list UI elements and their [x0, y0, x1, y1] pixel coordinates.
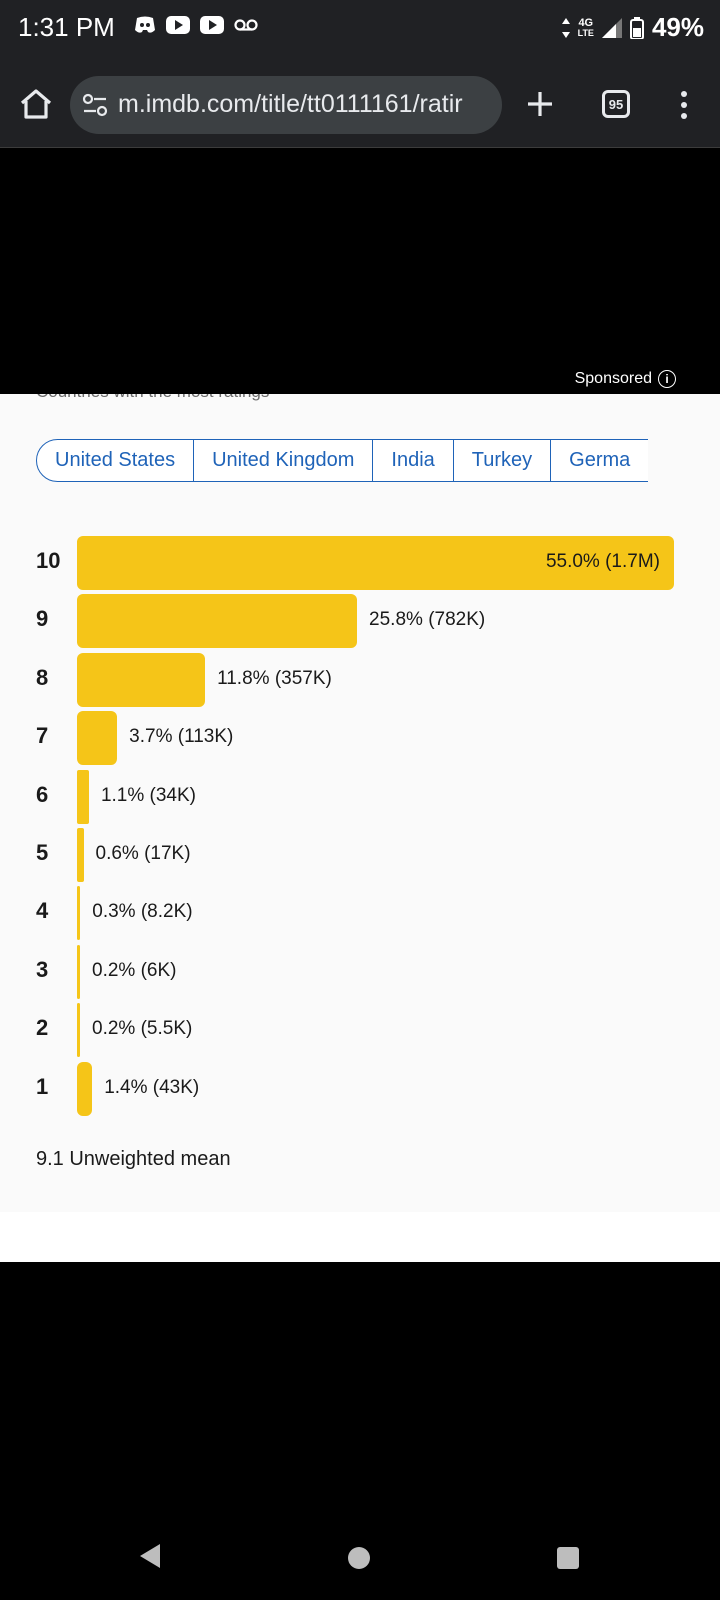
rating-score-label: 2 — [36, 1015, 49, 1041]
rating-bar — [77, 1003, 80, 1058]
url-bar[interactable]: m.imdb.com/title/tt0111161/ratir — [70, 76, 502, 134]
data-arrows-icon — [561, 17, 570, 38]
rating-score-label: 1 — [36, 1073, 49, 1099]
rating-row: 9 25.8% (782K) — [0, 594, 720, 649]
countries-heading: Countries with the most ratings — [36, 394, 269, 402]
rating-bar — [77, 944, 80, 999]
rating-bar — [77, 1061, 93, 1116]
rating-bar — [77, 594, 358, 649]
network-type: 4G LTE — [577, 16, 594, 38]
rating-score-label: 7 — [36, 723, 49, 749]
status-right: 4G LTE 49% — [561, 12, 704, 43]
home-nav-icon[interactable] — [348, 1547, 370, 1569]
status-time: 1:31 PM — [18, 12, 115, 42]
rating-score-label: 8 — [36, 664, 49, 690]
page-footer-strip — [0, 1212, 720, 1262]
rating-bar — [77, 711, 118, 766]
discord-icon — [135, 16, 155, 33]
rating-row: 7 3.7% (113K) — [0, 711, 720, 766]
battery-icon — [629, 16, 644, 39]
rating-bar-label: 0.6% (17K) — [95, 843, 191, 864]
site-settings-icon[interactable] — [82, 93, 108, 117]
youtube-icon — [200, 16, 224, 34]
rating-score-label: 10 — [36, 548, 61, 573]
url-text[interactable]: m.imdb.com/title/tt0111161/ratir — [118, 90, 463, 118]
country-chip[interactable]: United States — [36, 439, 195, 482]
rating-bar-label: 1.4% (43K) — [104, 1076, 200, 1098]
rating-row: 3 0.2% (6K) — [0, 944, 720, 999]
country-chip[interactable]: Germa — [551, 439, 648, 482]
sponsored-label[interactable]: Sponsored i — [564, 364, 682, 394]
system-nav-bar — [0, 1520, 720, 1600]
rating-row: 8 11.8% (357K) — [0, 652, 720, 707]
rating-bar — [77, 886, 81, 941]
rating-bar-label: 0.2% (6K) — [92, 959, 177, 981]
rating-bar-label: 55.0% (1.7M) — [545, 551, 660, 572]
country-chip[interactable]: Turkey — [453, 439, 552, 482]
rating-bar — [77, 536, 674, 590]
rating-score-label: 4 — [36, 898, 49, 924]
country-chip[interactable]: United Kingdom — [194, 439, 374, 482]
signal-icon — [601, 17, 622, 38]
ad-banner[interactable]: Sponsored i — [0, 149, 720, 394]
battery-percent: 49% — [651, 12, 704, 42]
back-icon[interactable] — [138, 1542, 162, 1570]
rating-row: 4 0.3% (8.2K) — [0, 886, 720, 941]
rating-row: 6 1.1% (34K) — [0, 769, 720, 824]
more-menu-icon[interactable] — [676, 90, 692, 120]
rating-score-label: 5 — [36, 840, 49, 865]
rating-bar — [77, 828, 84, 882]
country-chips: United States United Kingdom India Turkey Ge… — [36, 439, 648, 482]
unweighted-mean: 9.1 Unweighted mean — [36, 1148, 231, 1170]
voicemail-icon — [234, 19, 258, 31]
rating-row: 10 55.0% (1.7M) — [0, 536, 720, 590]
youtube-icon — [166, 16, 190, 34]
rating-bar-label: 0.3% (8.2K) — [92, 901, 193, 923]
ratings-content: Countries with the most ratings United S… — [0, 394, 720, 1212]
rating-bar — [77, 769, 89, 824]
tab-switcher-button[interactable]: 95 — [602, 90, 630, 118]
home-icon[interactable] — [18, 86, 54, 122]
rating-bar-label: 0.2% (5.5K) — [92, 1018, 193, 1040]
rating-score-label: 6 — [36, 781, 49, 807]
rating-score-label: 9 — [36, 606, 49, 632]
rating-row: 1 1.4% (43K) — [0, 1061, 720, 1116]
browser-toolbar: m.imdb.com/title/tt0111161/ratir 95 — [0, 56, 720, 148]
country-chip[interactable]: India — [373, 439, 454, 482]
rating-bar-label: 11.8% (357K) — [217, 667, 332, 689]
notification-icons — [134, 16, 258, 34]
rating-score-label: 3 — [36, 956, 49, 982]
recents-icon[interactable] — [557, 1547, 579, 1569]
info-icon[interactable]: i — [658, 370, 676, 388]
rating-bar — [77, 652, 206, 707]
new-tab-icon[interactable] — [522, 86, 558, 122]
rating-row: 2 0.2% (5.5K) — [0, 1003, 720, 1058]
rating-bar-label: 25.8% (782K) — [369, 609, 486, 631]
status-bar: 1:31 PM 4G LTE 49% — [0, 0, 720, 56]
rating-row: 5 0.6% (17K) — [0, 828, 720, 882]
rating-bar-label: 1.1% (34K) — [100, 784, 196, 806]
rating-bar-label: 3.7% (113K) — [129, 726, 234, 748]
